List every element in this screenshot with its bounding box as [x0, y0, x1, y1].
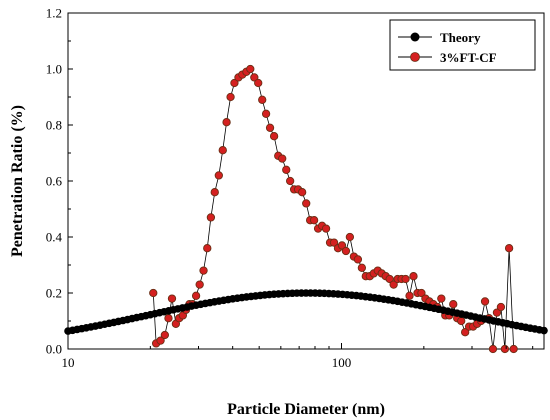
- point-3ftcf: [254, 78, 263, 88]
- point-3ftcf: [457, 316, 466, 326]
- point-3ftcf: [449, 300, 458, 309]
- point-3ftcf: [226, 92, 235, 102]
- x-tick-label: 100: [332, 355, 352, 370]
- point-3ftcf: [488, 344, 498, 354]
- y-tick-label: 1.0: [46, 62, 62, 77]
- point-3ftcf: [269, 132, 279, 141]
- y-tick-label: 0.2: [46, 286, 62, 301]
- point-3ftcf: [329, 238, 339, 247]
- point-3ftcf: [261, 109, 271, 118]
- point-3ftcf: [492, 308, 502, 317]
- y-tick-label: 0.6: [46, 174, 63, 189]
- point-3ftcf: [417, 288, 426, 298]
- point-3ftcf: [258, 95, 267, 104]
- point-3ftcf: [461, 328, 470, 337]
- legend: Theory 3%FT-CF: [389, 19, 536, 71]
- x-axis-title: Particle Diameter (nm): [227, 401, 385, 418]
- point-3ftcf: [321, 224, 331, 233]
- axis-layer: 0.0 0.2 0.4 0.6 0.8 1.0 1.2 10 100: [46, 6, 534, 370]
- legend-marker-theory: [410, 32, 420, 42]
- point-3ftcf: [203, 244, 212, 253]
- legend-marker-3ftcf: [410, 52, 420, 62]
- point-3ftcf: [496, 302, 506, 312]
- series-layer: [64, 64, 548, 354]
- x-tick-label: 10: [62, 355, 75, 370]
- point-3ftcf: [309, 216, 319, 225]
- point-3ftcf: [437, 294, 446, 303]
- point-3ftcf: [210, 188, 219, 197]
- point-3ftcf: [385, 274, 394, 284]
- point-3ftcf: [401, 274, 410, 284]
- point-3ftcf: [357, 263, 367, 272]
- point-3ftcf: [282, 165, 291, 174]
- point-3ftcf: [341, 246, 351, 256]
- legend-label-3ftcf: 3%FT-CF: [440, 50, 497, 65]
- point-3ftcf: [230, 78, 239, 88]
- point-3ftcf: [195, 280, 204, 289]
- point-3ftcf: [278, 154, 287, 163]
- point-3ftcf: [409, 272, 418, 281]
- point-3ftcf: [222, 118, 231, 127]
- legend-label-theory: Theory: [440, 30, 481, 45]
- point-3ftcf: [164, 314, 173, 323]
- point-3ftcf: [156, 336, 165, 345]
- y-tick-label: 1.2: [46, 6, 62, 21]
- point-3ftcf: [199, 266, 208, 275]
- y-tick-label: 0.8: [46, 118, 62, 133]
- point-3ftcf: [509, 344, 518, 354]
- point-3ftcf: [265, 123, 275, 132]
- point-3ftcf: [191, 291, 201, 300]
- point-3ftcf: [167, 294, 177, 303]
- point-3ftcf: [206, 213, 216, 222]
- y-axis-title: Penetration Ratio (%): [9, 105, 26, 257]
- point-3ftcf: [480, 297, 490, 306]
- point-3ftcf: [504, 244, 514, 253]
- point-3ftcf: [500, 344, 510, 354]
- point-3ftcf: [337, 241, 347, 250]
- point-3ftcf: [149, 288, 158, 298]
- point-3ftcf: [302, 199, 311, 208]
- point-3ftcf: [405, 291, 414, 300]
- point-3ftcf: [160, 330, 170, 340]
- point-3ftcf: [353, 255, 363, 264]
- point-3ftcf: [286, 176, 295, 186]
- point-theory: [540, 326, 548, 335]
- point-3ftcf: [389, 280, 398, 289]
- point-3ftcf: [345, 232, 355, 242]
- point-3ftcf: [298, 188, 307, 197]
- y-tick-label: 0.4: [46, 230, 63, 245]
- point-3ftcf: [250, 73, 259, 82]
- point-3ftcf: [214, 171, 223, 180]
- point-3ftcf: [246, 64, 255, 74]
- point-3ftcf: [218, 146, 227, 155]
- y-tick-label: 0.0: [46, 342, 62, 357]
